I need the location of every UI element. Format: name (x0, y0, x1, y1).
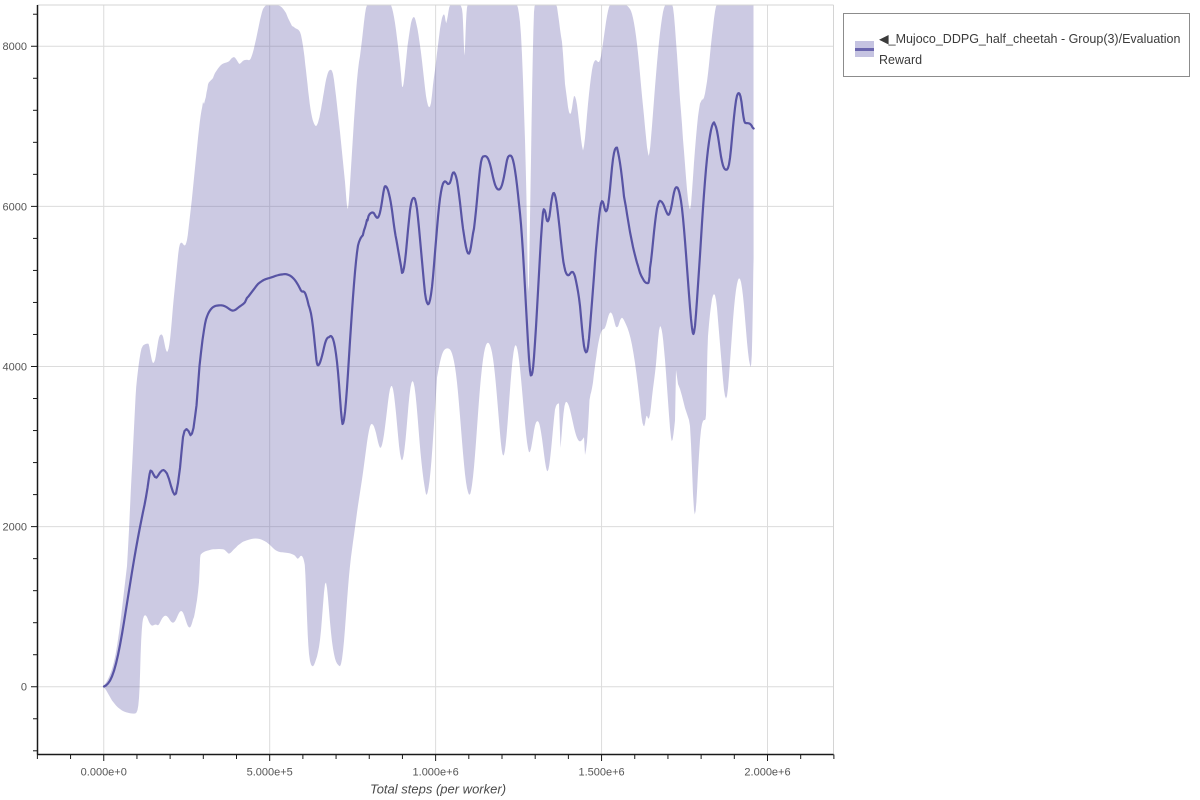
svg-text:4000: 4000 (3, 361, 27, 373)
svg-text:5.000e+5: 5.000e+5 (247, 767, 293, 779)
svg-text:0: 0 (21, 682, 27, 694)
svg-text:2.000e+6: 2.000e+6 (744, 767, 790, 779)
svg-text:0.000e+0: 0.000e+0 (81, 767, 127, 779)
svg-text:8000: 8000 (3, 41, 27, 53)
svg-text:6000: 6000 (3, 201, 27, 213)
svg-text:Total steps (per worker): Total steps (per worker) (370, 782, 506, 797)
svg-text:2000: 2000 (3, 522, 27, 534)
svg-text:1.500e+6: 1.500e+6 (578, 767, 624, 779)
svg-text:1.000e+6: 1.000e+6 (413, 767, 459, 779)
